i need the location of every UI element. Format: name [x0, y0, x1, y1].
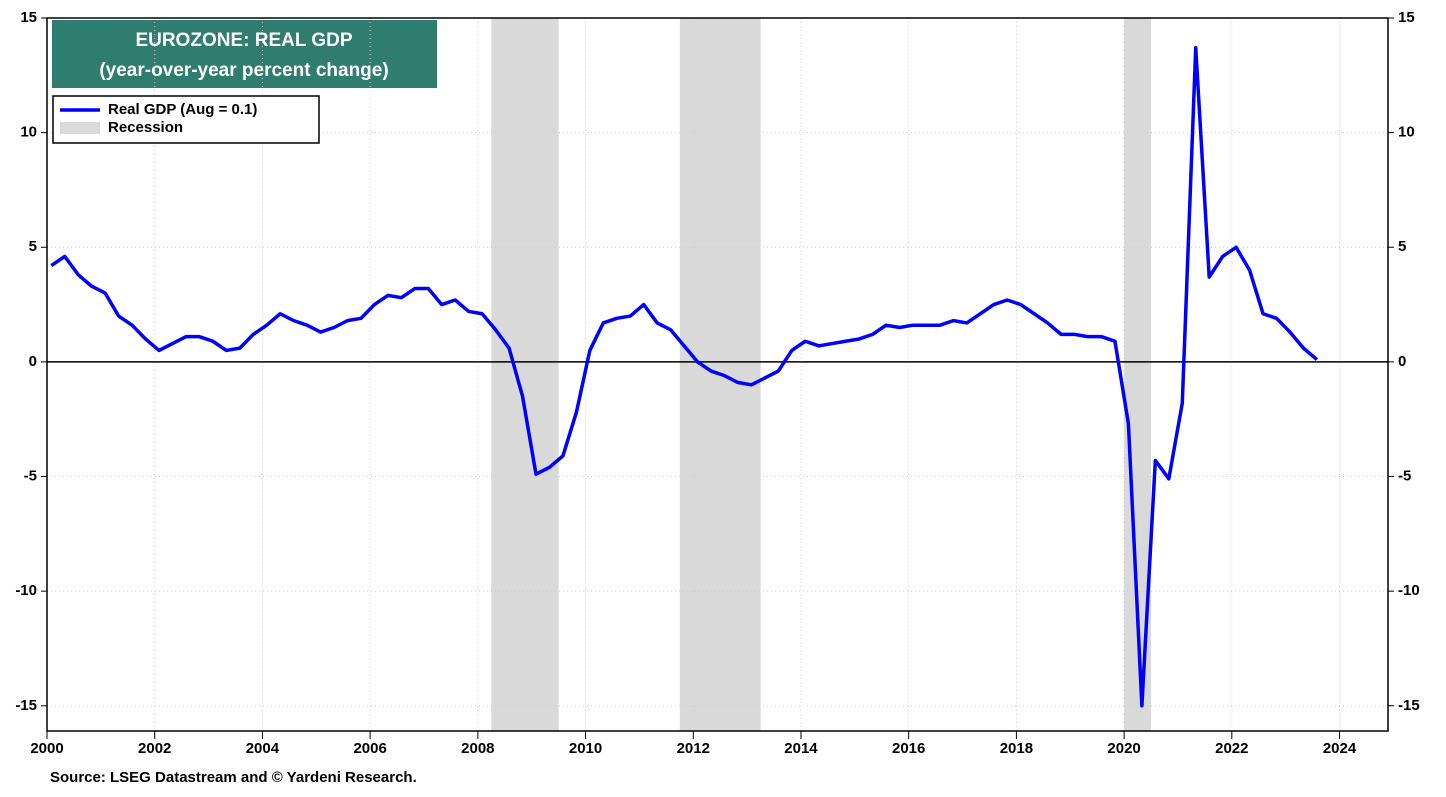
y-tick-label: 15 — [20, 9, 37, 26]
y2-tick-label: 15 — [1398, 9, 1415, 26]
y2-tick-label: 10 — [1398, 124, 1415, 141]
y-tick-label: -15 — [15, 697, 37, 714]
x-tick-label: 2000 — [30, 740, 63, 757]
x-tick-label: 2010 — [569, 740, 602, 757]
x-tick-label: 2022 — [1215, 740, 1248, 757]
x-tick-label: 2014 — [784, 740, 818, 757]
y2-tick-label: -15 — [1398, 697, 1420, 714]
chart-title: EUROZONE: REAL GDP — [135, 30, 352, 51]
legend-box — [52, 95, 320, 144]
x-tick-label: 2020 — [1107, 740, 1140, 757]
y2-tick-label: 0 — [1398, 353, 1406, 370]
x-tick-label: 2012 — [677, 740, 710, 757]
chart-subtitle: (year-over-year percent change) — [99, 60, 388, 81]
legend-label: Recession — [108, 119, 183, 136]
y-tick-label: 5 — [29, 238, 37, 255]
y-tick-label: 0 — [29, 353, 37, 370]
x-tick-label: 2008 — [461, 740, 494, 757]
y2-tick-label: 5 — [1398, 238, 1406, 255]
x-tick-label: 2004 — [246, 740, 280, 757]
x-tick-label: 2016 — [892, 740, 925, 757]
legend-swatch — [60, 122, 100, 134]
x-tick-label: 2018 — [1000, 740, 1033, 757]
recession-band — [491, 18, 559, 731]
y-tick-label: 10 — [20, 124, 37, 141]
x-tick-label: 2002 — [138, 740, 171, 757]
source-note: Source: LSEG Datastream and © Yardeni Re… — [50, 769, 417, 786]
y2-tick-label: -5 — [1398, 467, 1411, 484]
title-box — [52, 20, 437, 88]
y-tick-label: -5 — [24, 467, 37, 484]
data-line — [50, 46, 1319, 708]
y-tick-label: -10 — [15, 582, 37, 599]
x-tick-label: 2006 — [353, 740, 386, 757]
y2-tick-label: -10 — [1398, 582, 1420, 599]
legend-label: Real GDP (Aug = 0.1) — [108, 101, 257, 118]
plot-frame — [46, 17, 1389, 732]
x-tick-label: 2024 — [1323, 740, 1357, 757]
